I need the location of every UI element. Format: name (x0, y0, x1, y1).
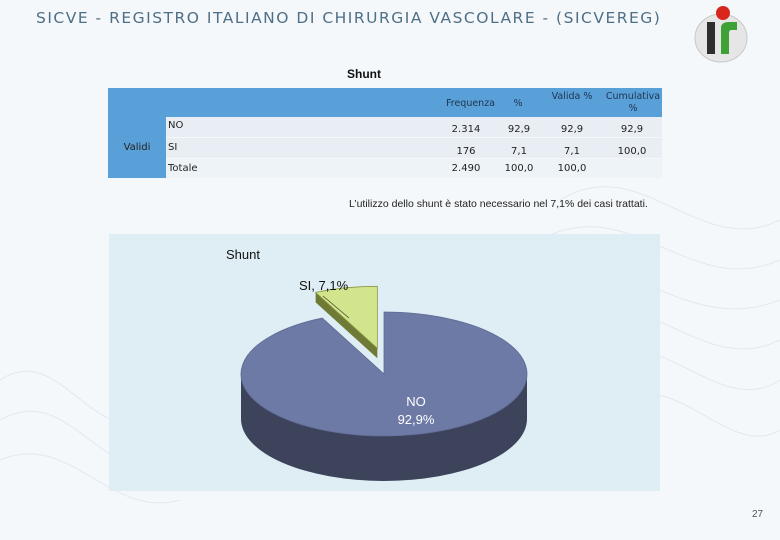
pie-label-si: SI, 7,1% (299, 278, 349, 293)
cell-si-frequenza: 176 (456, 146, 476, 157)
pie-slice-edge-si (315, 292, 378, 359)
pie-slice-no (240, 311, 528, 437)
frequency-table: Frequenza % Valida % Cumulativa % Validi… (108, 88, 662, 178)
table-row-bg (166, 117, 662, 137)
row-label-no: NO (168, 120, 184, 131)
pie-slice-si (314, 285, 378, 350)
cell-si-valida: 7,1 (564, 146, 580, 157)
cell-total-frequenza: 2.490 (451, 163, 481, 174)
summary-caption: L’utilizzo dello shunt è stato necessari… (349, 198, 648, 210)
sicve-logo-icon (694, 6, 748, 63)
row-label-totale: Totale (168, 163, 198, 174)
col-header-percent: % (513, 98, 523, 109)
table-header-bar (108, 88, 662, 117)
pie-chart-panel: Shunt SI, 7,1% NO 92,9% (109, 234, 660, 491)
pie-chart: Shunt SI, 7,1% NO 92,9% (226, 247, 528, 481)
page-number: 27 (752, 509, 764, 520)
cell-no-cumulativa: 92,9 (620, 124, 644, 135)
row-label-si: SI (168, 142, 178, 153)
col-header-valida: Valida % (551, 91, 593, 102)
table-row-bg (166, 159, 662, 178)
header-title: SICVE - REGISTRO ITALIANO DI CHIRURGIA V… (36, 9, 662, 27)
pie-label-no-name: NO (406, 394, 426, 409)
col-header-cumulativa: Cumulativa % (605, 91, 661, 114)
pie-label-si-leader (322, 295, 350, 319)
pie-label-no-value: 92,9% (398, 412, 435, 427)
cell-si-percent: 7,1 (511, 146, 527, 157)
row-group-label: Validi (123, 142, 151, 153)
pie-slice-side-no (241, 374, 527, 481)
cell-total-valida: 100,0 (557, 163, 587, 174)
cell-no-valida: 92,9 (560, 124, 584, 135)
cell-no-percent: 92,9 (507, 124, 531, 135)
table-title: Shunt (347, 67, 381, 81)
col-header-frequenza: Frequenza (445, 98, 496, 109)
cell-si-cumulativa: 100,0 (617, 146, 647, 157)
cell-total-percent: 100,0 (504, 163, 534, 174)
chart-title: Shunt (226, 247, 260, 262)
table-rowhead-bar (108, 117, 166, 178)
cell-no-frequenza: 2.314 (451, 124, 481, 135)
table-row-bg (166, 138, 662, 158)
